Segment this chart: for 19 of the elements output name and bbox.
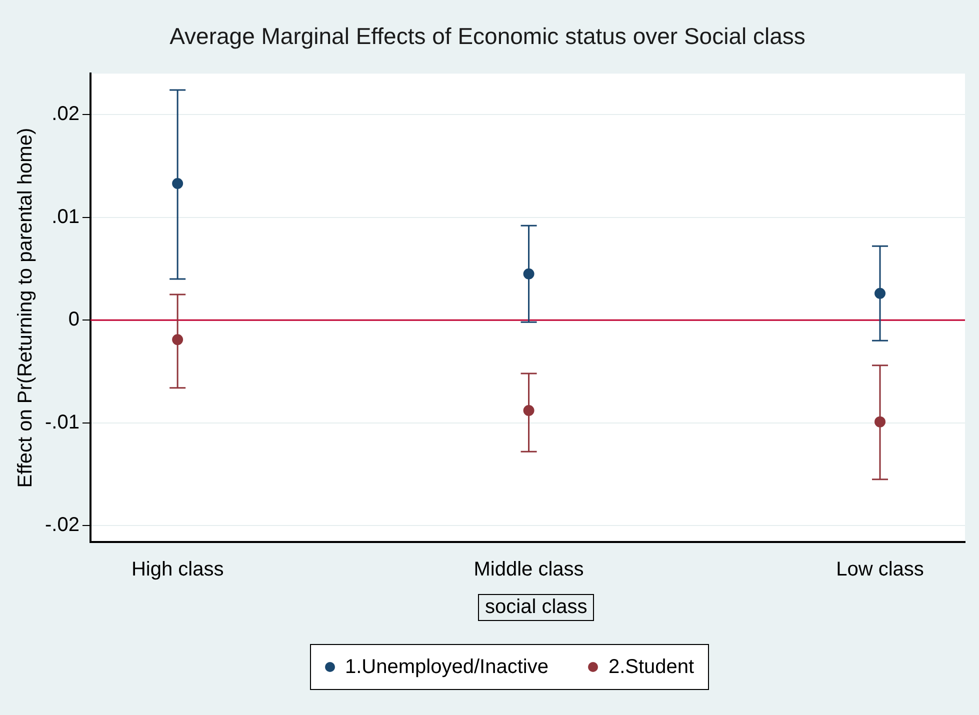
x-tick-label: Low class: [836, 558, 924, 581]
y-tick-label: -.01: [44, 411, 80, 434]
legend-label: 1.Unemployed/Inactive: [345, 656, 548, 678]
x-tick-label: Middle class: [474, 558, 584, 581]
legend-label: 2.Student: [608, 656, 694, 678]
point: [172, 178, 184, 190]
y-tick-label: 0: [68, 308, 80, 331]
y-tick-label: -.02: [44, 514, 80, 536]
chart-title: Average Marginal Effects of Economic status over Social class: [170, 23, 806, 50]
y-axis-title: Effect on Pr(Returning to parental home): [14, 128, 37, 488]
x-axis-title: social class: [478, 594, 594, 621]
y-tick-label: .02: [52, 103, 80, 126]
point: [874, 416, 886, 428]
y-tick-label: .01: [52, 206, 80, 228]
point: [874, 288, 886, 299]
point: [523, 268, 534, 280]
point: [523, 405, 534, 416]
point: [172, 334, 184, 346]
x-tick-label: High class: [131, 558, 224, 581]
